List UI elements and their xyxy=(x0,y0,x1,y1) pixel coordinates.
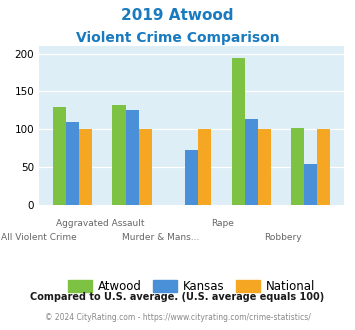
Bar xyxy=(258,129,271,205)
Text: 2019 Atwood: 2019 Atwood xyxy=(121,8,234,23)
Text: Murder & Mans...: Murder & Mans... xyxy=(122,233,200,242)
Bar xyxy=(231,57,245,205)
Bar xyxy=(304,164,317,205)
Text: All Violent Crime: All Violent Crime xyxy=(1,233,77,242)
Bar xyxy=(66,122,79,205)
Text: Aggravated Assault: Aggravated Assault xyxy=(56,219,144,228)
Legend: Atwood, Kansas, National: Atwood, Kansas, National xyxy=(64,276,320,298)
Text: © 2024 CityRating.com - https://www.cityrating.com/crime-statistics/: © 2024 CityRating.com - https://www.city… xyxy=(45,313,310,322)
Text: Violent Crime Comparison: Violent Crime Comparison xyxy=(76,31,279,45)
Bar xyxy=(79,129,92,205)
Text: Robbery: Robbery xyxy=(264,233,302,242)
Bar xyxy=(198,129,211,205)
Bar xyxy=(53,107,66,205)
Text: Rape: Rape xyxy=(211,219,234,228)
Bar xyxy=(245,118,258,205)
Bar xyxy=(291,128,304,205)
Bar xyxy=(126,110,139,205)
Bar xyxy=(185,150,198,205)
Bar xyxy=(139,129,152,205)
Bar xyxy=(113,105,126,205)
Bar xyxy=(317,129,331,205)
Text: Compared to U.S. average. (U.S. average equals 100): Compared to U.S. average. (U.S. average … xyxy=(31,292,324,302)
